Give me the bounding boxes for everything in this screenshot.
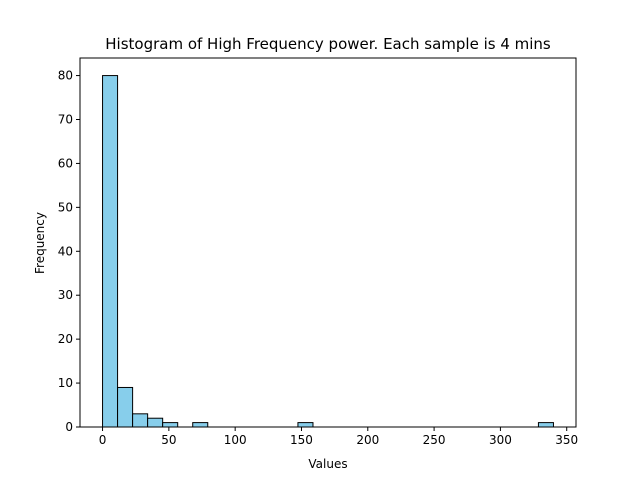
x-tick-label: 50 [161, 433, 176, 447]
histogram-bar [147, 417, 164, 428]
x-axis-label: Values [308, 457, 347, 471]
histogram-bar [102, 75, 119, 428]
histogram-bar [132, 413, 149, 428]
y-ticks-group: 0 10 20 30 40 50 60 70 80 [58, 69, 80, 434]
y-tick-label: 30 [58, 288, 73, 302]
histogram-bar [297, 422, 314, 428]
bars-group [102, 75, 554, 428]
y-tick-label: 20 [58, 332, 73, 346]
chart-title: Histogram of High Frequency power. Each … [105, 35, 551, 53]
x-tick-label: 100 [224, 433, 247, 447]
plot-frame [79, 57, 577, 428]
y-tick-label: 10 [58, 376, 73, 390]
y-axis-label: Frequency [33, 212, 47, 274]
x-tick-label: 200 [356, 433, 379, 447]
y-tick-label: 0 [65, 420, 73, 434]
histogram-bar [162, 422, 179, 428]
histogram-bar [192, 422, 209, 428]
x-tick-label: 150 [290, 433, 313, 447]
x-tick-label: 350 [555, 433, 578, 447]
y-tick-label: 80 [58, 69, 73, 83]
histogram-bar [117, 386, 134, 428]
y-tick-label: 40 [58, 244, 73, 258]
y-tick-label: 50 [58, 200, 73, 214]
x-tick-label: 0 [99, 433, 107, 447]
x-ticks-group: 0 50 100 150 200 250 300 350 [99, 427, 578, 447]
histogram-bar [537, 422, 554, 428]
x-tick-label: 250 [423, 433, 446, 447]
y-tick-label: 70 [58, 113, 73, 127]
x-tick-label: 300 [489, 433, 512, 447]
y-tick-label: 60 [58, 156, 73, 170]
